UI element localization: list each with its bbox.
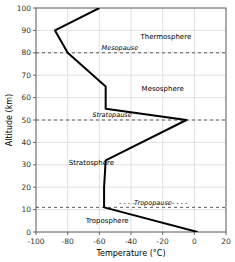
ticks: -100 -80 -60 -40 -20 0 20 0 10 20 30 40 50 60 70 80 90 10…: [17, 4, 231, 246]
layer-label: Thermosphere: [139, 33, 191, 41]
grid: [36, 8, 226, 232]
y-grid-line: [36, 30, 226, 31]
x-tick-label: 20: [221, 237, 231, 246]
y-tick-label: 60: [21, 93, 31, 102]
y-grid-line: [36, 187, 226, 188]
reference-label: Mesopause: [102, 44, 139, 52]
layer-label: Stratosphere: [69, 159, 114, 167]
reference-line: [36, 52, 226, 53]
y-tick-label: 10: [21, 205, 31, 214]
y-tick-label: 30: [21, 160, 31, 169]
y-grid-line: [36, 120, 226, 121]
y-axis-label: Altitude (km): [5, 94, 14, 146]
temperature-line: [55, 8, 198, 232]
x-tick-label: 0: [192, 237, 197, 246]
y-tick-label: 50: [21, 116, 31, 125]
y-grid-line: [36, 164, 226, 165]
y-tick-label: 100: [17, 4, 32, 13]
reference-line: [36, 120, 226, 121]
layer-label: Mesosphere: [142, 85, 184, 93]
x-tick-label: -80: [62, 237, 74, 246]
layer-label: Troposphere: [85, 217, 129, 225]
x-tick-label: -20: [157, 237, 169, 246]
y-tick-label: 0: [26, 228, 31, 237]
y-grid-line: [36, 52, 226, 53]
x-tick-label: -60: [93, 237, 105, 246]
x-axis-label: Temperature (°C): [95, 249, 165, 258]
y-grid-line: [36, 75, 226, 76]
reference-line: [36, 207, 226, 208]
reference-label: - - - -Tropopause- - - -: [119, 199, 188, 207]
y-tick-label: 40: [21, 138, 31, 147]
y-grid-line: [36, 142, 226, 143]
labels: - - - -Tropopause- - - - Stratopause Mesop…: [69, 33, 191, 225]
plot-frame: [36, 8, 226, 232]
chart: -100 -80 -60 -40 -20 0 20 0 10 20 30 40 50 60 70 80 90 10…: [0, 0, 235, 262]
x-tick-label: -100: [27, 237, 44, 246]
reference-label: Stratopause: [92, 111, 131, 119]
y-grid-line: [36, 209, 226, 210]
marks: [36, 8, 226, 232]
background: [0, 0, 235, 262]
x-tick-label: -40: [125, 237, 137, 246]
y-tick-label: 90: [21, 26, 31, 35]
y-tick-label: 70: [21, 71, 31, 80]
y-tick-label: 80: [21, 48, 31, 57]
y-tick-label: 20: [21, 183, 31, 192]
y-grid-line: [36, 97, 226, 98]
